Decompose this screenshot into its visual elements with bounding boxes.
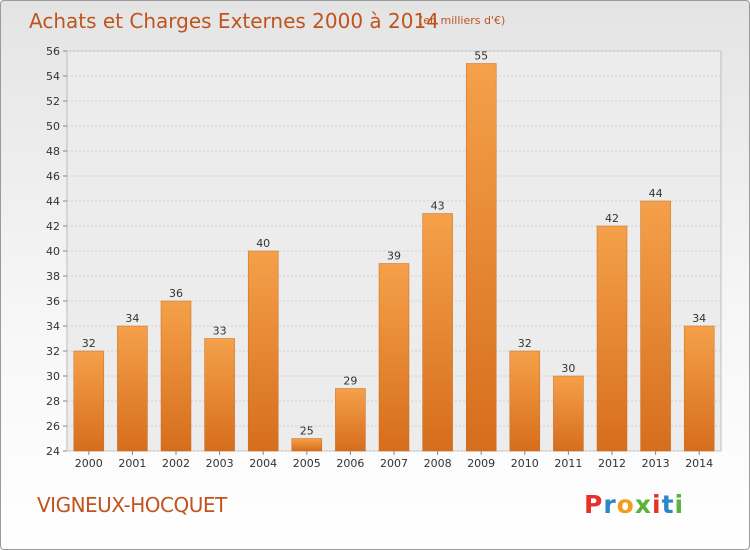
x-tick-label: 2007 <box>380 457 408 470</box>
value-label: 42 <box>605 212 619 225</box>
x-tick-label: 2010 <box>511 457 539 470</box>
x-tick-label: 2002 <box>162 457 190 470</box>
value-label: 36 <box>169 287 183 300</box>
proxiti-logo: Proxiti <box>584 490 684 519</box>
value-label: 44 <box>649 187 663 200</box>
value-label: 40 <box>256 237 270 250</box>
bar <box>73 350 105 452</box>
value-label: 29 <box>343 375 357 388</box>
value-label: 55 <box>474 50 488 63</box>
bar <box>204 338 235 452</box>
value-label: 39 <box>387 250 401 263</box>
chart-unit: (en milliers d'€) <box>419 14 506 27</box>
logo-letter: i <box>652 490 662 519</box>
x-tick-label: 2008 <box>424 457 452 470</box>
value-label: 25 <box>300 425 314 438</box>
y-tick-label: 34 <box>46 320 60 333</box>
x-tick-label: 2001 <box>118 457 146 470</box>
y-tick-label: 28 <box>46 395 60 408</box>
value-label: 33 <box>213 325 227 338</box>
y-tick-label: 46 <box>46 170 60 183</box>
logo-letter: t <box>661 490 675 519</box>
value-label: 34 <box>125 312 139 325</box>
y-tick-label: 32 <box>46 345 60 358</box>
y-tick-label: 36 <box>46 295 60 308</box>
bar <box>160 300 192 452</box>
value-label: 32 <box>82 337 96 350</box>
x-tick-label: 2011 <box>554 457 582 470</box>
bar <box>640 200 671 452</box>
x-tick-label: 2014 <box>685 457 713 470</box>
bar <box>596 225 628 452</box>
bar <box>378 263 410 452</box>
logo-letter: P <box>584 490 604 519</box>
bar <box>291 438 323 452</box>
x-tick-label: 2006 <box>336 457 364 470</box>
x-tick-label: 2005 <box>293 457 321 470</box>
y-tick-label: 48 <box>46 145 60 158</box>
bar <box>509 350 541 452</box>
y-tick-label: 30 <box>46 370 60 383</box>
commune-name: VIGNEUX-HOCQUET <box>37 493 227 517</box>
bar <box>683 325 715 452</box>
y-tick-label: 42 <box>46 220 60 233</box>
y-tick-label: 56 <box>46 45 60 58</box>
x-tick-label: 2000 <box>75 457 103 470</box>
y-tick-label: 44 <box>46 195 60 208</box>
x-tick-label: 2013 <box>642 457 670 470</box>
logo-letter: x <box>634 490 652 519</box>
y-tick-label: 54 <box>46 70 60 83</box>
y-tick-label: 26 <box>46 420 60 433</box>
value-label: 34 <box>692 312 706 325</box>
bar <box>553 375 584 452</box>
bar <box>465 63 497 452</box>
value-label: 43 <box>431 200 445 213</box>
value-label: 30 <box>561 362 575 375</box>
logo-letter: o <box>616 490 635 519</box>
chart-title: Achats et Charges Externes 2000 à 2014 <box>29 9 439 33</box>
y-tick-label: 52 <box>46 95 60 108</box>
logo-letter: i <box>674 490 685 519</box>
x-tick-label: 2009 <box>467 457 495 470</box>
y-tick-label: 38 <box>46 270 60 283</box>
y-tick-label: 24 <box>46 445 60 458</box>
bar <box>422 213 453 452</box>
x-tick-label: 2012 <box>598 457 626 470</box>
bar <box>117 325 148 452</box>
x-tick-label: 2003 <box>206 457 234 470</box>
y-tick-label: 40 <box>46 245 60 258</box>
bar <box>335 388 366 452</box>
x-tick-label: 2004 <box>249 457 277 470</box>
bar <box>247 250 279 452</box>
y-tick-label: 50 <box>46 120 60 133</box>
value-label: 32 <box>518 337 532 350</box>
logo-letter: r <box>603 490 617 519</box>
